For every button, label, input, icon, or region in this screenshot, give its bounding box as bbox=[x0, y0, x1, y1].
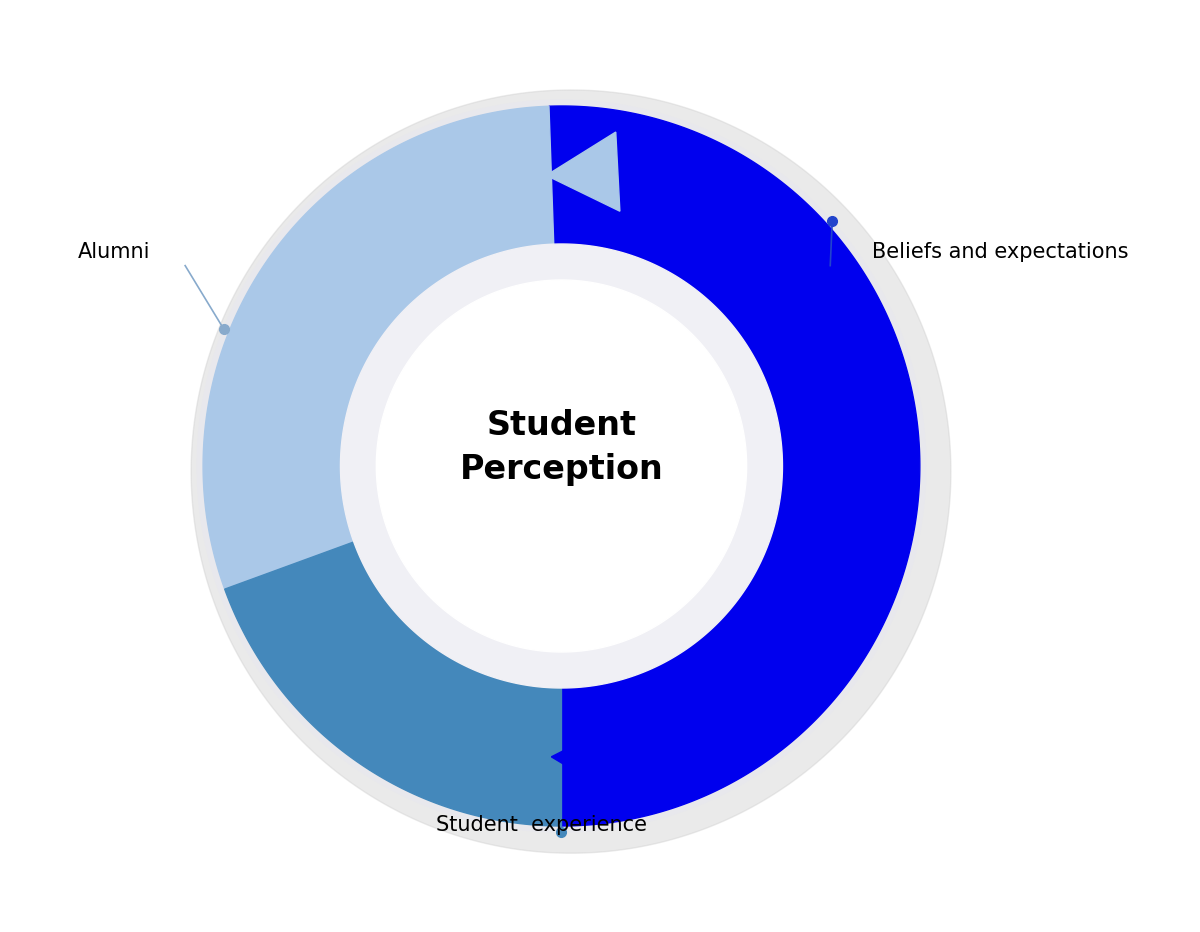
Polygon shape bbox=[191, 90, 950, 853]
Text: Student
Perception: Student Perception bbox=[460, 409, 664, 486]
Polygon shape bbox=[341, 244, 782, 688]
Polygon shape bbox=[203, 106, 553, 589]
Polygon shape bbox=[266, 570, 358, 641]
Polygon shape bbox=[197, 100, 926, 832]
Polygon shape bbox=[548, 106, 920, 826]
Polygon shape bbox=[551, 720, 624, 799]
Text: Beliefs and expectations: Beliefs and expectations bbox=[872, 241, 1128, 262]
Polygon shape bbox=[224, 541, 562, 826]
Polygon shape bbox=[341, 244, 782, 688]
Polygon shape bbox=[546, 132, 620, 212]
Polygon shape bbox=[377, 280, 746, 652]
Text: Student  experience: Student experience bbox=[436, 815, 647, 835]
Text: Alumni: Alumni bbox=[78, 241, 150, 262]
